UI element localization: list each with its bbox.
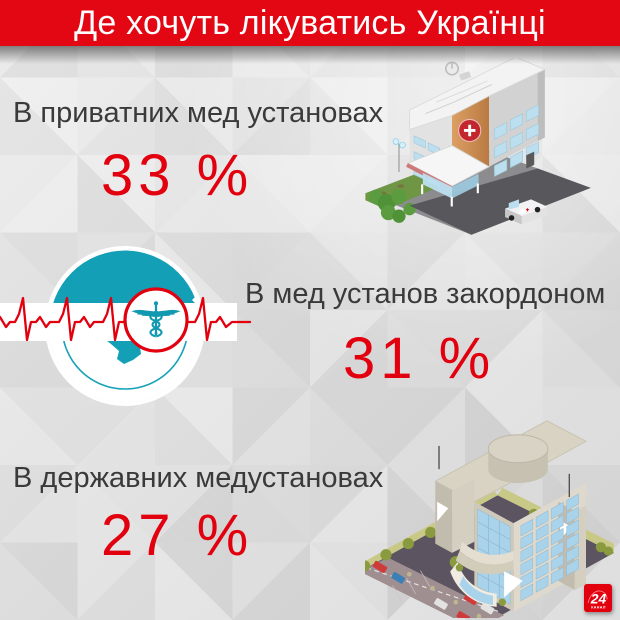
svg-text:24: 24 bbox=[590, 591, 607, 607]
svg-text:КАНАЛ: КАНАЛ bbox=[591, 605, 606, 609]
